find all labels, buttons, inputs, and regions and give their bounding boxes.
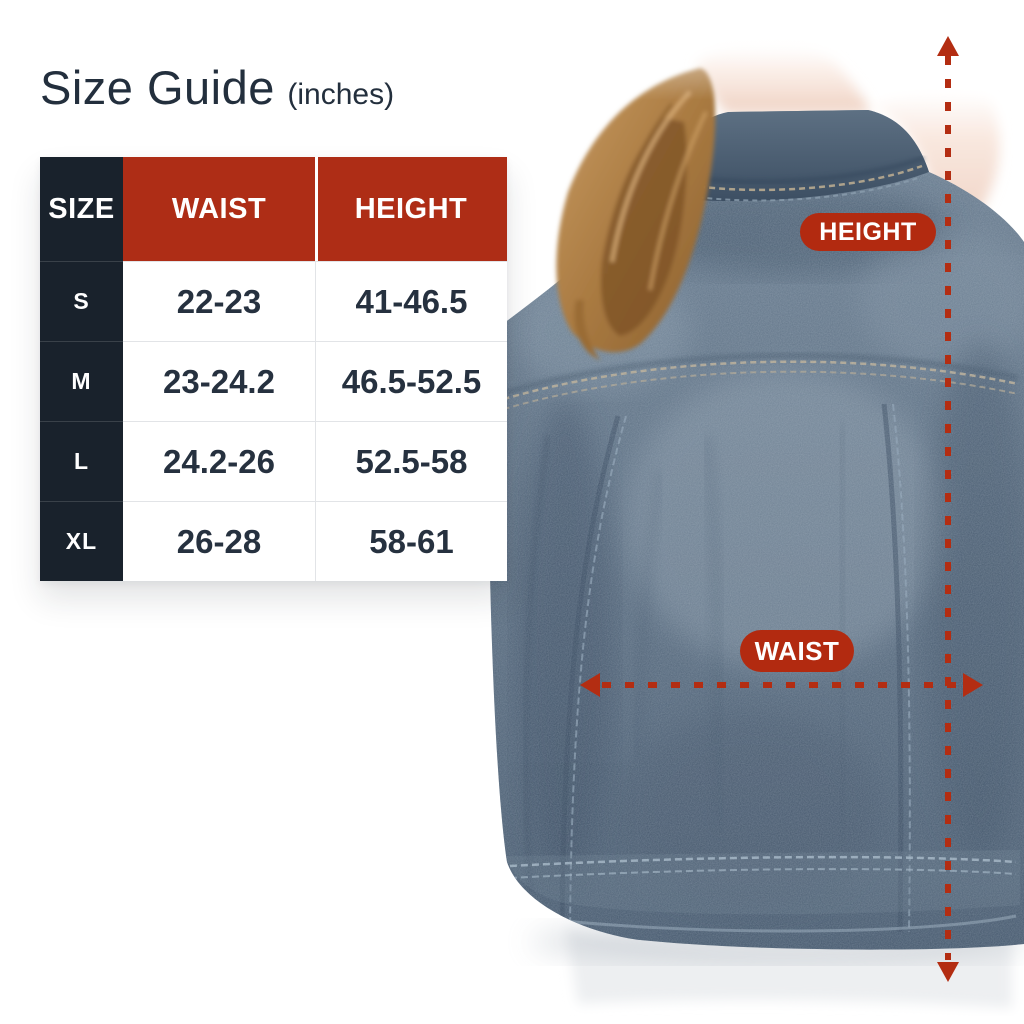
height-value-s: 41-46.5 <box>315 261 507 341</box>
height-value-l: 52.5-58 <box>315 421 507 501</box>
title-text: Size Guide <box>40 61 275 114</box>
height-badge: HEIGHT <box>800 213 936 251</box>
height-arrow-up-icon <box>937 36 959 56</box>
height-arrow-down-icon <box>937 962 959 982</box>
row-label-s: S <box>40 261 123 341</box>
title-unit: (inches) <box>287 78 395 111</box>
height-value-m: 46.5-52.5 <box>315 341 507 421</box>
waist-arrow-left-icon <box>580 673 600 697</box>
waist-measure-line <box>602 682 960 688</box>
page-title: Size Guide (inches) <box>40 60 394 115</box>
waist-value-s: 22-23 <box>123 261 315 341</box>
waist-value-m: 23-24.2 <box>123 341 315 421</box>
row-label-m: M <box>40 341 123 421</box>
column-header-waist: WAIST <box>123 157 315 261</box>
waist-arrow-right-icon <box>963 673 983 697</box>
column-header-height: HEIGHT <box>315 157 507 261</box>
height-value-xl: 58-61 <box>315 501 507 581</box>
column-header-size: SIZE <box>40 157 123 261</box>
row-label-l: L <box>40 421 123 501</box>
height-measure-line <box>945 56 951 960</box>
row-label-xl: XL <box>40 501 123 581</box>
size-table: SIZE WAIST HEIGHT S 22-23 41-46.5 M 23-2… <box>40 157 507 581</box>
hair <box>556 68 716 360</box>
waist-value-l: 24.2-26 <box>123 421 315 501</box>
waist-badge: WAIST <box>740 630 854 672</box>
waist-value-xl: 26-28 <box>123 501 315 581</box>
